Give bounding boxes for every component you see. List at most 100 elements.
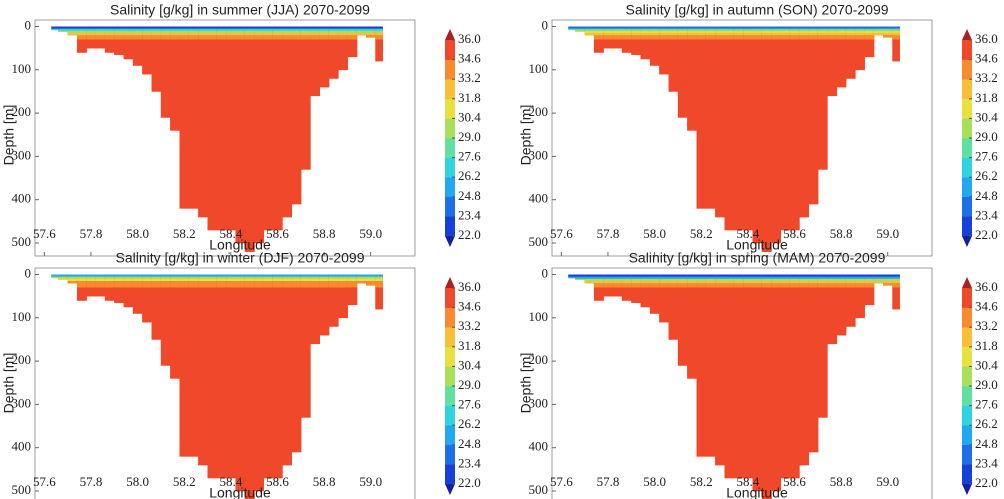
salinity-cell xyxy=(76,278,87,282)
salinity-cell xyxy=(780,52,791,231)
salinity-cell xyxy=(300,39,311,45)
salinity-cell xyxy=(328,26,339,29)
salinity-cell xyxy=(132,274,143,277)
salinity-cell xyxy=(188,300,199,457)
salinity-cell xyxy=(235,26,246,29)
salinity-cell xyxy=(789,291,800,301)
salinity-cell xyxy=(179,280,190,284)
salinity-cell xyxy=(808,32,819,36)
salinity-cell xyxy=(338,274,348,277)
salinity-cell xyxy=(188,52,199,209)
salinity-cell xyxy=(640,26,651,29)
salinity-cell xyxy=(142,283,153,288)
salinity-cell xyxy=(827,276,837,280)
salinity-cell xyxy=(244,52,255,252)
salinity-cell xyxy=(883,274,893,277)
salinity-cell xyxy=(789,35,800,40)
salinity-cell xyxy=(864,30,875,34)
colorbar-band xyxy=(962,40,972,60)
salinity-cell xyxy=(761,274,772,277)
salinity-cell xyxy=(207,283,218,288)
salinity-cell xyxy=(235,278,246,282)
salinity-cell xyxy=(216,287,227,293)
salinity-cell xyxy=(631,274,642,277)
salinity-cell xyxy=(216,32,227,36)
salinity-cell xyxy=(845,26,856,29)
salinity-cell xyxy=(649,30,660,34)
salinity-cell xyxy=(649,274,660,277)
salinity-cell xyxy=(743,278,753,282)
salinity-cell xyxy=(705,39,716,45)
salinity-cell xyxy=(640,283,651,288)
salinity-cell xyxy=(677,300,688,366)
salinity-cell xyxy=(593,291,604,301)
salinity-cell xyxy=(160,291,171,301)
salinity-cell xyxy=(170,35,181,40)
x-tick-label: 57.6 xyxy=(550,226,573,241)
salinity-cell xyxy=(104,283,115,288)
salinity-cell xyxy=(188,276,199,280)
salinity-cell xyxy=(649,39,660,45)
colorbar-tick-label: 22.0 xyxy=(975,475,998,490)
colorbar-tick-label: 22.0 xyxy=(458,227,481,242)
salinity-cell xyxy=(300,30,311,34)
salinity-cell xyxy=(892,276,900,280)
salinity-cell xyxy=(593,287,604,293)
salinity-cell xyxy=(310,287,320,293)
salinity-cell xyxy=(160,283,171,288)
y-tick-label: 300 xyxy=(12,147,32,162)
salinity-cell xyxy=(864,278,875,282)
salinity-cell xyxy=(170,52,181,131)
salinity-cell xyxy=(338,280,348,284)
salinity-cell xyxy=(612,26,623,29)
salinity-cell xyxy=(640,28,651,32)
salinity-cell xyxy=(603,43,614,49)
salinity-cell xyxy=(836,280,847,284)
y-axis-label: Depth [m] xyxy=(1,353,17,414)
salinity-cell xyxy=(347,35,358,40)
salinity-cell xyxy=(179,32,190,36)
salinity-cell xyxy=(235,300,246,492)
salinity-cell xyxy=(603,278,614,282)
x-tick-label: 58.6 xyxy=(783,474,806,489)
colorbar-band xyxy=(962,425,972,446)
salinity-cell xyxy=(310,274,320,277)
salinity-cell xyxy=(244,43,255,53)
salinity-cell xyxy=(668,287,679,293)
salinity-cell xyxy=(95,283,106,288)
salinity-cell xyxy=(188,43,199,53)
salinity-cell xyxy=(51,26,59,29)
salinity-cell xyxy=(845,32,856,36)
salinity-cell xyxy=(254,283,264,288)
salinity-cell xyxy=(780,300,791,479)
salinity-cell xyxy=(132,35,143,40)
salinity-cell xyxy=(216,274,227,277)
salinity-cell xyxy=(300,278,311,282)
salinity-cell xyxy=(575,30,586,32)
salinity-cell xyxy=(95,28,106,32)
salinity-cell xyxy=(216,26,227,29)
salinity-cell xyxy=(347,291,358,301)
colorbar-band xyxy=(445,327,455,348)
salinity-cell xyxy=(338,276,348,280)
salinity-cell xyxy=(743,291,753,301)
salinity-cell xyxy=(356,28,367,32)
salinity-cell xyxy=(310,291,320,301)
salinity-cell xyxy=(282,30,292,34)
salinity-cell xyxy=(244,291,255,301)
salinity-cell xyxy=(207,276,218,280)
salinity-cell xyxy=(104,30,115,34)
salinity-cell xyxy=(142,39,153,45)
salinity-cell xyxy=(375,30,383,34)
salinity-cell xyxy=(291,43,302,53)
salinity-cell xyxy=(272,35,283,40)
salinity-cell xyxy=(104,274,115,277)
salinity-cell xyxy=(151,291,162,301)
salinity-cell xyxy=(207,274,218,277)
salinity-cell xyxy=(883,35,893,38)
salinity-cell xyxy=(170,280,181,284)
salinity-cell xyxy=(836,274,847,277)
salinity-cell xyxy=(347,283,358,288)
salinity-cell xyxy=(132,26,143,29)
salinity-cell xyxy=(668,280,679,284)
